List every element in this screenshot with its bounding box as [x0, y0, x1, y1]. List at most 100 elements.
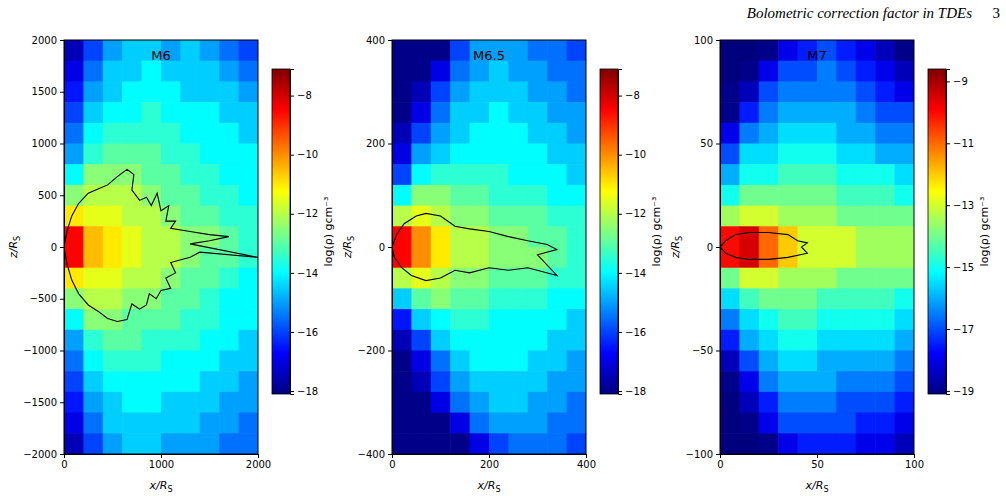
density-cell: [567, 144, 586, 165]
tick-label: 0: [379, 242, 385, 253]
density-cell: [567, 351, 586, 372]
density-cell: [64, 371, 84, 392]
density-cell: [720, 40, 740, 61]
density-cell: [103, 144, 123, 165]
density-cell: [161, 164, 181, 185]
density-cell: [856, 413, 876, 434]
density-cell: [567, 309, 586, 330]
tick-label: 1500: [32, 86, 57, 97]
density-cell: [547, 61, 567, 82]
density-cell: [431, 102, 451, 123]
density-cell: [567, 330, 586, 351]
density-cell: [392, 81, 412, 102]
density-cell: [836, 226, 856, 247]
density-cell: [508, 40, 528, 61]
density-cell: [392, 330, 412, 351]
density-cell: [64, 102, 84, 123]
density-cell: [122, 123, 142, 144]
density-cell: [567, 61, 586, 82]
density-cell: [895, 288, 914, 309]
density-cell: [817, 309, 837, 330]
tick-label: −18: [297, 386, 318, 397]
density-cell: [489, 247, 509, 268]
colorbar-title: log(ρ) gcm⁻³: [322, 197, 335, 267]
tick-label: 0: [51, 242, 57, 253]
x-axis-title-sub: S: [823, 485, 828, 494]
density-cell: [817, 413, 837, 434]
density-cell: [875, 433, 895, 454]
y-axis-tick: −50: [692, 345, 720, 356]
panel-title: M6: [151, 48, 171, 63]
tick-mark: [60, 92, 64, 93]
density-cell: [856, 185, 876, 206]
density-cell: [431, 123, 451, 144]
density-cell: [431, 309, 451, 330]
tick-label: 400: [577, 459, 596, 470]
density-cell: [103, 123, 123, 144]
density-cell: [895, 102, 914, 123]
density-cell: [836, 81, 856, 102]
density-cell: [875, 351, 895, 372]
density-cell: [567, 247, 586, 268]
density-cell: [720, 206, 740, 227]
tick-label: −13: [953, 200, 974, 211]
density-cell: [895, 351, 914, 372]
density-cell: [392, 123, 412, 144]
density-cell: [547, 123, 567, 144]
density-cell: [759, 247, 779, 268]
density-cell: [103, 61, 123, 82]
density-cell: [83, 413, 103, 434]
density-cell: [528, 247, 548, 268]
x-axis-tick: 50: [811, 454, 824, 470]
density-cell: [739, 123, 759, 144]
tick-label: −2000: [23, 449, 57, 460]
density-cell: [759, 413, 779, 434]
density-cell: [567, 433, 586, 454]
tick-label: −8: [297, 90, 312, 101]
density-cell: [739, 392, 759, 413]
y-axis-tick: −1000: [23, 345, 64, 356]
density-cell: [759, 40, 779, 61]
density-cell: [122, 164, 142, 185]
density-cell: [200, 247, 220, 268]
density-cell: [798, 392, 818, 413]
density-cell: [856, 330, 876, 351]
density-cell: [142, 226, 162, 247]
colorbar-axis-line: [291, 70, 295, 395]
tick-mark: [586, 454, 587, 458]
density-cell: [103, 185, 123, 206]
density-cell: [470, 351, 490, 372]
density-cell: [219, 61, 239, 82]
density-cell: [739, 351, 759, 372]
density-cell: [567, 81, 586, 102]
density-cell: [720, 433, 740, 454]
density-cell: [161, 351, 181, 372]
density-cell: [856, 40, 876, 61]
density-cell: [547, 371, 567, 392]
density-cell: [856, 206, 876, 227]
density-cell: [200, 144, 220, 165]
density-cell: [450, 351, 470, 372]
density-cell: [489, 309, 509, 330]
tick-mark: [388, 247, 392, 248]
density-cell: [239, 226, 258, 247]
x-axis-title: x/RS: [477, 479, 501, 494]
density-cell: [720, 61, 740, 82]
density-cell: [798, 351, 818, 372]
density-cell: [836, 144, 856, 165]
tick-label: 0: [389, 459, 395, 470]
density-cell: [508, 164, 528, 185]
density-cell: [489, 185, 509, 206]
density-cell: [103, 102, 123, 123]
tick-mark: [716, 454, 720, 455]
density-cell: [836, 185, 856, 206]
page-number: 3: [993, 5, 1001, 21]
density-cell: [720, 144, 740, 165]
density-cell: [180, 102, 200, 123]
density-cell: [489, 206, 509, 227]
density-cell: [489, 351, 509, 372]
density-cell: [470, 123, 490, 144]
tick-mark: [388, 454, 392, 455]
density-cell: [239, 123, 258, 144]
x-axis-line: [721, 455, 915, 459]
